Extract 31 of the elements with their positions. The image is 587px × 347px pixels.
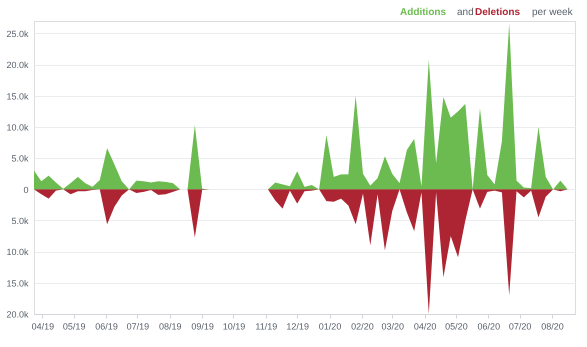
text: Deletions bbox=[475, 7, 520, 18]
y-tick-label: 15.0k bbox=[6, 91, 29, 102]
x-tick-label: 09/19 bbox=[191, 322, 214, 332]
text: and bbox=[457, 7, 474, 18]
x-tick-label: 11/19 bbox=[255, 322, 278, 332]
x-tick-label: 07/20 bbox=[508, 322, 532, 332]
y-tick-label: 10.0k bbox=[6, 247, 29, 258]
y-tick-label: 0 bbox=[23, 184, 28, 195]
x-tick-label: 06/20 bbox=[478, 322, 500, 332]
x-tick-label: 05/20 bbox=[445, 322, 468, 332]
y-tick-label: 20.0k bbox=[6, 60, 29, 70]
x-tick-label: 10/19 bbox=[222, 322, 246, 332]
x-tick-label: 04/19 bbox=[32, 322, 54, 332]
x-tick-label: 12/19 bbox=[286, 322, 309, 332]
x-tick-label: 06/19 bbox=[95, 322, 118, 332]
y-tick-label: 25.0k bbox=[6, 28, 29, 39]
x-tick-label: 08/20 bbox=[541, 322, 564, 332]
y-tick-label: 5.0k bbox=[11, 154, 29, 164]
text: Additions bbox=[400, 7, 447, 18]
x-tick-label: 02/20 bbox=[351, 322, 374, 332]
x-tick-label: 07/19 bbox=[126, 322, 150, 332]
y-tick-label: 10.0k bbox=[6, 122, 29, 132]
x-tick-label: 05/19 bbox=[62, 322, 86, 332]
x-tick-label: 08/19 bbox=[159, 322, 182, 332]
text: per week bbox=[532, 7, 574, 18]
y-tick-label: 5.0k bbox=[11, 216, 29, 226]
y-tick-label: 15.0k bbox=[6, 278, 29, 288]
y-tick-label: 20.0k bbox=[6, 310, 29, 320]
x-tick-label: 03/20 bbox=[381, 322, 404, 332]
x-tick-label: 01/20 bbox=[318, 322, 342, 332]
x-tick-label: 04/20 bbox=[414, 322, 436, 332]
